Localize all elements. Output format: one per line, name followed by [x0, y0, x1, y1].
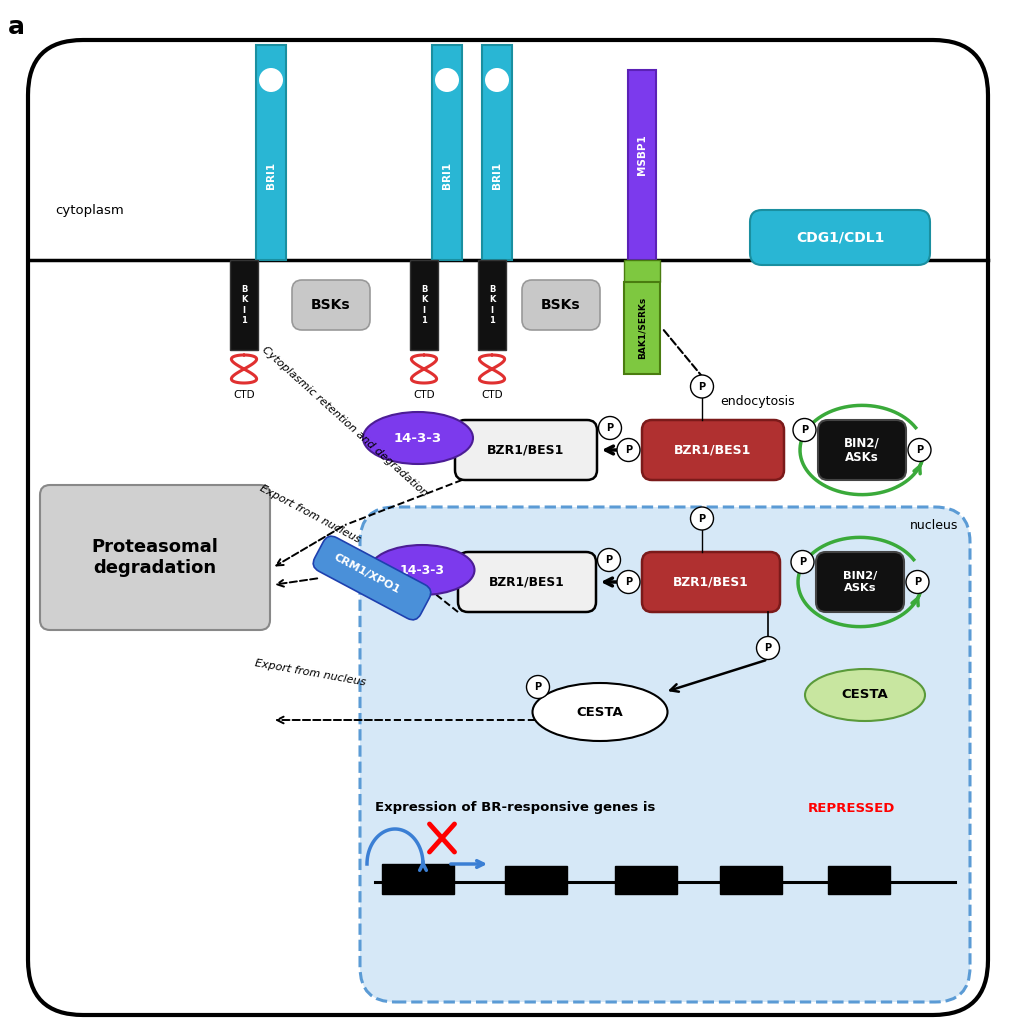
- Text: CTD: CTD: [233, 390, 255, 400]
- Text: REPRESSED: REPRESSED: [808, 801, 895, 815]
- Bar: [482, 45, 512, 260]
- Bar: [410, 260, 438, 350]
- Circle shape: [793, 418, 816, 442]
- Circle shape: [259, 68, 283, 92]
- Circle shape: [906, 571, 929, 593]
- Bar: [828, 866, 890, 894]
- Text: P: P: [915, 445, 923, 455]
- Text: BZR1/BES1: BZR1/BES1: [675, 444, 752, 456]
- Text: nucleus: nucleus: [909, 519, 958, 533]
- Text: P: P: [698, 381, 706, 391]
- Text: Expression of BR-responsive genes is: Expression of BR-responsive genes is: [375, 801, 660, 815]
- Text: B
K
I
1: B K I 1: [421, 285, 427, 325]
- Text: BSKs: BSKs: [542, 298, 581, 312]
- FancyBboxPatch shape: [40, 485, 270, 630]
- Ellipse shape: [805, 670, 925, 721]
- Text: P: P: [605, 555, 612, 565]
- Bar: [720, 866, 782, 894]
- Bar: [628, 70, 656, 260]
- Text: CRM1/XPO1: CRM1/XPO1: [332, 552, 401, 595]
- Bar: [230, 260, 258, 350]
- Text: cytoplasm: cytoplasm: [55, 204, 124, 216]
- Bar: [624, 260, 660, 282]
- Text: BSKs: BSKs: [311, 298, 351, 312]
- Text: Export from nucleus: Export from nucleus: [258, 483, 362, 545]
- Text: P: P: [698, 514, 706, 523]
- Text: BZR1/BES1: BZR1/BES1: [673, 576, 749, 588]
- Bar: [624, 282, 660, 374]
- Text: CTD: CTD: [414, 390, 435, 400]
- Text: Export from nucleus: Export from nucleus: [254, 658, 367, 688]
- Text: 14-3-3: 14-3-3: [394, 432, 442, 445]
- Bar: [382, 864, 454, 894]
- Ellipse shape: [532, 683, 668, 741]
- Text: BZR1/BES1: BZR1/BES1: [487, 444, 564, 456]
- Text: P: P: [799, 557, 806, 566]
- Bar: [615, 866, 677, 894]
- Text: CTD: CTD: [481, 390, 503, 400]
- Text: BRI1: BRI1: [442, 162, 452, 188]
- FancyBboxPatch shape: [750, 210, 930, 265]
- Text: P: P: [625, 445, 632, 455]
- FancyBboxPatch shape: [292, 280, 370, 330]
- Ellipse shape: [362, 412, 473, 464]
- FancyBboxPatch shape: [360, 507, 970, 1002]
- Text: Cytoplasmic retention and degradation: Cytoplasmic retention and degradation: [260, 344, 430, 497]
- Circle shape: [690, 375, 714, 398]
- Circle shape: [435, 68, 459, 92]
- Circle shape: [617, 571, 640, 593]
- Text: a: a: [8, 15, 25, 39]
- Text: BIN2/
ASKs: BIN2/ ASKs: [844, 436, 880, 464]
- Text: CDG1/CDL1: CDG1/CDL1: [796, 231, 884, 244]
- Bar: [505, 866, 567, 894]
- Circle shape: [598, 416, 622, 440]
- FancyBboxPatch shape: [816, 552, 904, 612]
- Bar: [256, 45, 286, 260]
- Ellipse shape: [370, 545, 474, 595]
- Bar: [432, 45, 462, 260]
- Text: P: P: [606, 423, 613, 433]
- Text: P: P: [801, 425, 808, 435]
- Circle shape: [908, 439, 931, 461]
- Text: BAK1/SERKs: BAK1/SERKs: [638, 297, 646, 359]
- FancyBboxPatch shape: [642, 420, 784, 480]
- Text: 14-3-3: 14-3-3: [399, 563, 444, 577]
- Circle shape: [526, 676, 550, 698]
- Text: P: P: [625, 577, 632, 587]
- Text: BRI1: BRI1: [266, 162, 276, 188]
- Text: P: P: [535, 682, 542, 692]
- Text: BZR1/BES1: BZR1/BES1: [489, 576, 565, 588]
- Text: MSBP1: MSBP1: [637, 135, 647, 175]
- Text: BRI1: BRI1: [492, 162, 502, 188]
- Text: CESTA: CESTA: [842, 688, 889, 701]
- FancyBboxPatch shape: [458, 552, 596, 612]
- Text: endocytosis: endocytosis: [720, 396, 795, 409]
- Circle shape: [690, 507, 714, 530]
- Text: P: P: [765, 643, 771, 653]
- FancyBboxPatch shape: [455, 420, 597, 480]
- Text: B
K
I
1: B K I 1: [241, 285, 247, 325]
- Text: BIN2/
ASKs: BIN2/ ASKs: [843, 572, 878, 593]
- Circle shape: [617, 439, 640, 461]
- Circle shape: [485, 68, 509, 92]
- Circle shape: [597, 549, 621, 572]
- Text: B
K
I
1: B K I 1: [488, 285, 496, 325]
- Circle shape: [791, 550, 814, 574]
- FancyBboxPatch shape: [522, 280, 600, 330]
- FancyBboxPatch shape: [642, 552, 780, 612]
- FancyBboxPatch shape: [28, 40, 988, 1015]
- Bar: [478, 260, 506, 350]
- FancyBboxPatch shape: [313, 537, 431, 620]
- FancyBboxPatch shape: [818, 420, 906, 480]
- Circle shape: [757, 637, 779, 659]
- Text: P: P: [914, 577, 921, 587]
- Text: CESTA: CESTA: [577, 706, 624, 719]
- Text: Proteasomal
degradation: Proteasomal degradation: [91, 538, 218, 577]
